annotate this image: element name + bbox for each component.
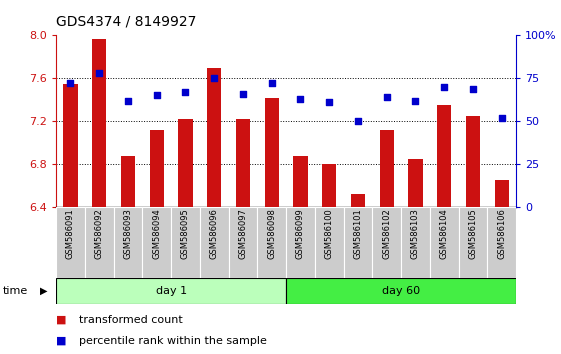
Bar [150, 130, 164, 207]
Bar [401, 207, 430, 278]
Bar [142, 207, 171, 278]
Text: GSM586092: GSM586092 [95, 209, 104, 259]
Bar [466, 116, 480, 207]
Point [353, 118, 362, 124]
Text: GSM586091: GSM586091 [66, 209, 75, 259]
Text: transformed count: transformed count [79, 315, 182, 325]
Bar [56, 207, 85, 278]
Text: GSM586093: GSM586093 [123, 209, 132, 259]
Bar [92, 39, 107, 207]
Bar [351, 194, 365, 207]
Text: GSM586096: GSM586096 [210, 209, 219, 259]
Text: GSM586101: GSM586101 [353, 209, 362, 259]
Bar [229, 207, 257, 278]
Text: ■: ■ [56, 315, 67, 325]
Bar [236, 119, 250, 207]
Bar [430, 207, 459, 278]
Text: GSM586099: GSM586099 [296, 209, 305, 259]
Bar [171, 207, 200, 278]
Bar [63, 84, 77, 207]
Bar [488, 207, 516, 278]
Text: time: time [3, 286, 28, 296]
Point [267, 81, 276, 86]
Point [123, 98, 132, 103]
Point [468, 86, 477, 91]
Bar [207, 68, 222, 207]
Bar [265, 98, 279, 207]
Point [210, 75, 219, 81]
Text: ■: ■ [56, 336, 67, 346]
Text: GSM586100: GSM586100 [325, 209, 334, 259]
Text: GSM586095: GSM586095 [181, 209, 190, 259]
Point [440, 84, 449, 90]
Bar [408, 159, 422, 207]
Point [66, 81, 75, 86]
Bar [437, 105, 452, 207]
Text: day 60: day 60 [382, 286, 420, 296]
Point [152, 93, 161, 98]
Point [497, 115, 506, 121]
Bar [495, 180, 509, 207]
Point [95, 70, 104, 76]
Text: GSM586105: GSM586105 [468, 209, 477, 259]
Text: GSM586097: GSM586097 [238, 209, 247, 259]
Bar [286, 278, 516, 304]
Bar [200, 207, 229, 278]
Bar [257, 207, 286, 278]
Point [382, 95, 391, 100]
Bar [286, 207, 315, 278]
Bar [85, 207, 113, 278]
Bar [322, 164, 337, 207]
Text: GDS4374 / 8149927: GDS4374 / 8149927 [56, 14, 196, 28]
Text: GSM586103: GSM586103 [411, 209, 420, 259]
Bar [293, 155, 307, 207]
Bar [458, 207, 488, 278]
Text: GSM586104: GSM586104 [440, 209, 449, 259]
Bar [380, 130, 394, 207]
Text: GSM586102: GSM586102 [382, 209, 391, 259]
Bar [315, 207, 343, 278]
Bar [373, 207, 401, 278]
Text: GSM586094: GSM586094 [152, 209, 161, 259]
Text: day 1: day 1 [155, 286, 187, 296]
Text: GSM586106: GSM586106 [497, 209, 506, 259]
Bar [113, 207, 142, 278]
Point [238, 91, 247, 97]
Text: GSM586098: GSM586098 [267, 209, 276, 259]
Text: ▶: ▶ [40, 286, 48, 296]
Point [411, 98, 420, 103]
Point [296, 96, 305, 102]
Bar [56, 278, 286, 304]
Point [325, 99, 334, 105]
Text: percentile rank within the sample: percentile rank within the sample [79, 336, 266, 346]
Bar [121, 155, 135, 207]
Bar [343, 207, 373, 278]
Point [181, 89, 190, 95]
Bar [178, 119, 192, 207]
